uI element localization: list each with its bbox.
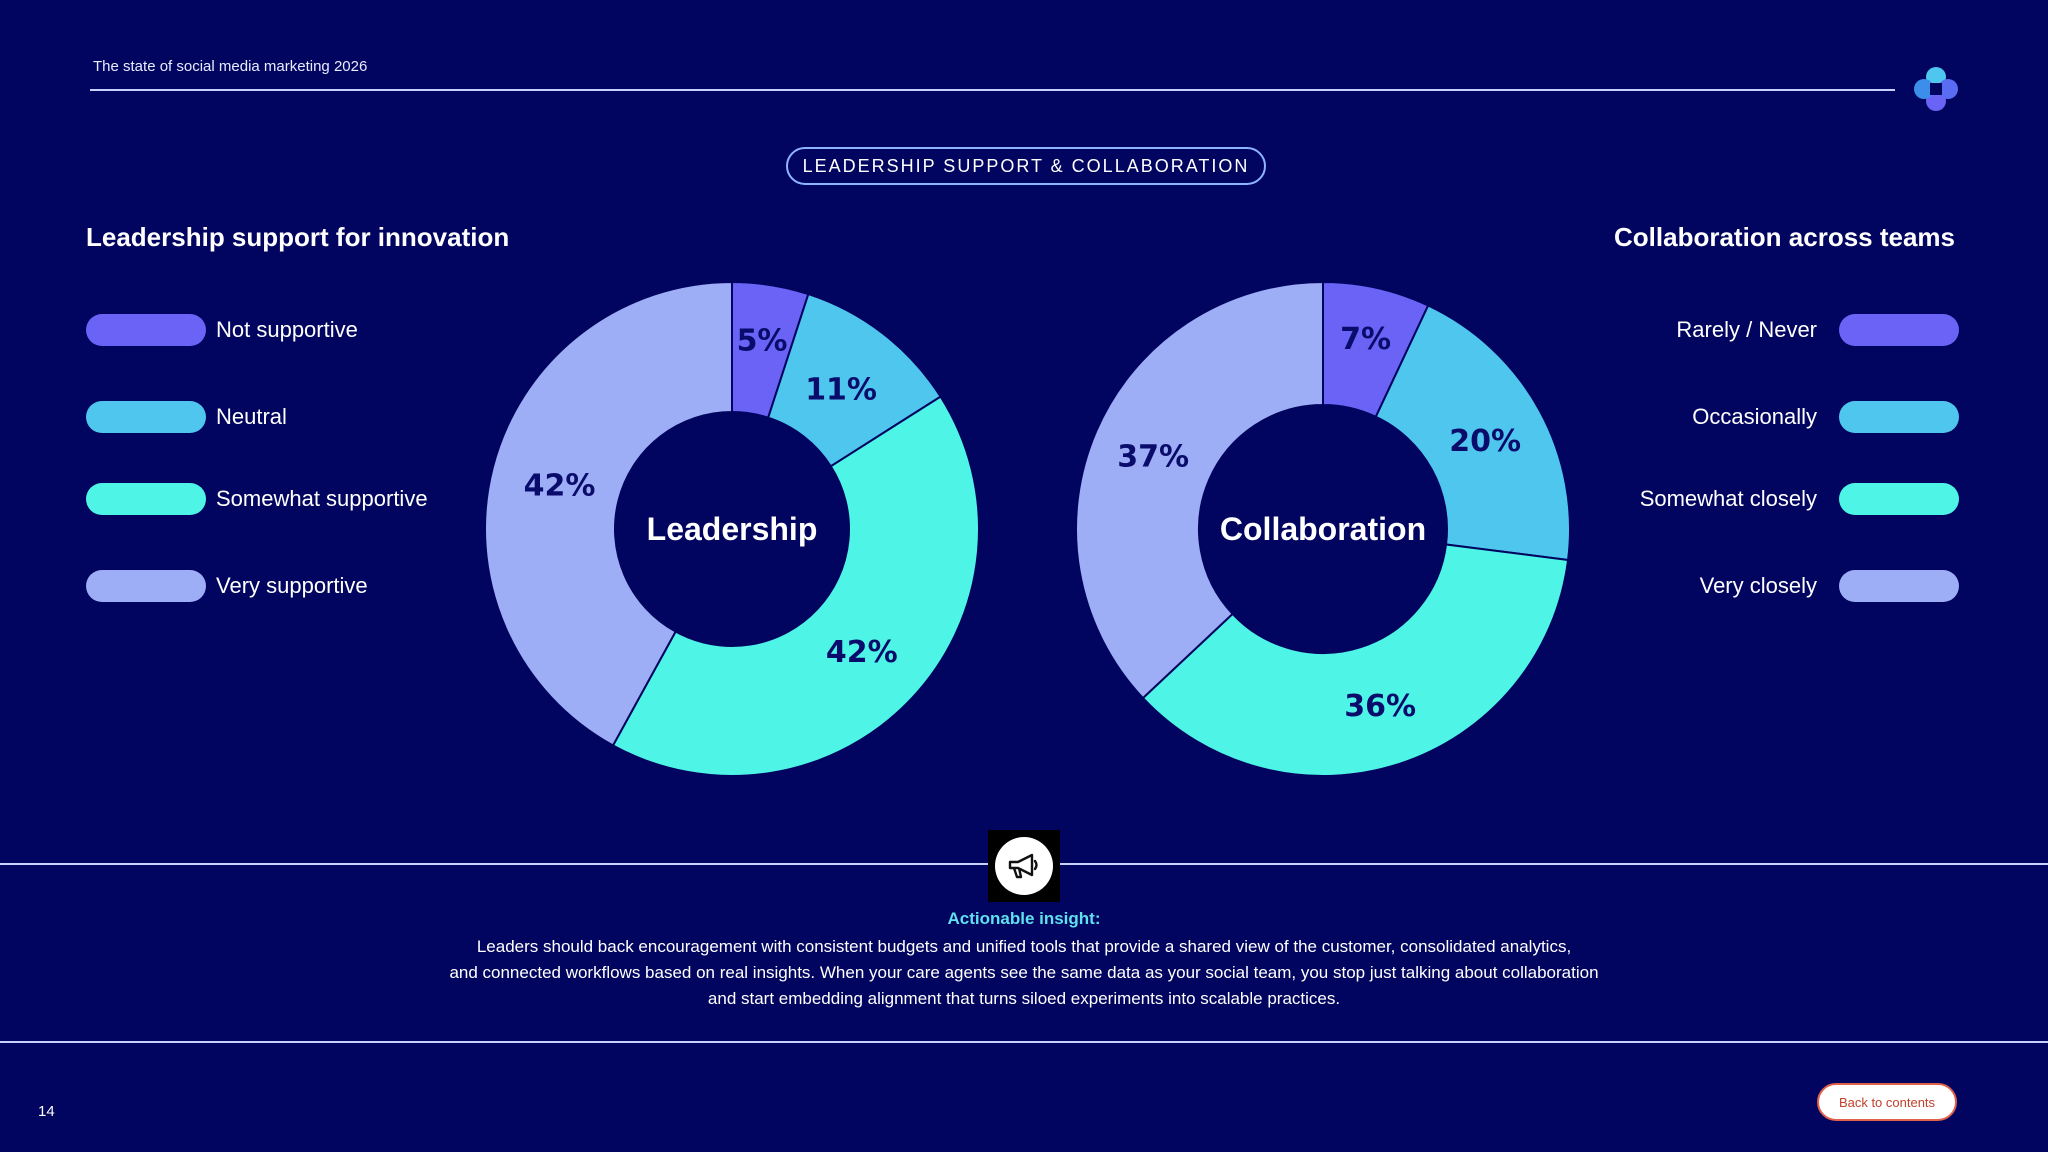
legend-swatch [86, 483, 206, 515]
legend-label: Somewhat supportive [216, 486, 428, 511]
legend-label: Rarely / Never [1676, 317, 1817, 342]
legend-label: Occasionally [1692, 404, 1817, 429]
legend-item-neutral: Neutral [86, 401, 287, 433]
legend-swatch [86, 401, 206, 433]
legend-item-very-supportive: Very supportive [86, 570, 368, 602]
collaboration-slice-label-0: 7% [1340, 322, 1391, 357]
insight-icon-box [988, 830, 1060, 902]
legend-label: Not supportive [216, 317, 358, 342]
collaboration-slice-3 [1075, 280, 1324, 700]
legend-swatch [1839, 401, 1959, 433]
leadership-slice-label-3: 42% [524, 469, 596, 504]
legend-swatch [1839, 314, 1959, 346]
legend-item-rarely-never: Rarely / Never [1676, 314, 1959, 346]
legend-label: Very closely [1699, 573, 1817, 598]
section-pill: LEADERSHIP SUPPORT & COLLABORATION [786, 147, 1266, 185]
megaphone-icon [1008, 853, 1038, 879]
leadership-slice-2 [611, 395, 980, 777]
header-divider [90, 89, 1895, 91]
leadership-slice-label-1: 11% [805, 372, 877, 407]
donut-charts: 5% 11% 42% 42% Leadership 7% 20% 36% 37% Collabor… [484, 280, 1571, 777]
insight-line: Leaders should back encouragement with c… [476, 937, 1572, 956]
insight-bottom-divider [0, 1041, 2048, 1043]
leadership-slice-label-0: 5% [737, 323, 788, 358]
insight-line: and start embedding alignment that turns… [707, 989, 1341, 1008]
legend-item-somewhat-closely: Somewhat closely [1640, 483, 1959, 515]
legend-item-not-supportive: Not supportive [86, 314, 358, 346]
collaboration-slice-2 [1141, 543, 1570, 777]
collaboration-center-label: Collaboration [1220, 511, 1426, 547]
legend-swatch [1839, 570, 1959, 602]
collaboration-slice-label-2: 36% [1344, 689, 1416, 724]
insight-body: Leaders should back encouragement with c… [324, 934, 1724, 1012]
brand-logo-icon [1914, 67, 1958, 111]
insight-line: and connected workflows based on real in… [449, 963, 1599, 982]
insight-heading: Actionable insight: [947, 909, 1101, 928]
collaboration-slice-label-1: 20% [1449, 424, 1521, 459]
legend-item-somewhat-supportive: Somewhat supportive [86, 483, 428, 515]
collaboration-slice-label-3: 37% [1117, 440, 1189, 475]
back-to-contents-button[interactable]: Back to contents [1817, 1083, 1957, 1121]
legend-swatch [86, 314, 206, 346]
page-number: 14 [38, 1103, 55, 1120]
collaboration-chart-title: Collaboration across teams [1614, 222, 1955, 252]
legend-swatch [1839, 483, 1959, 515]
report-title: The state of social media marketing 2026 [93, 58, 368, 75]
legend-label: Very supportive [216, 573, 368, 598]
legend-item-very-closely: Very closely [1700, 570, 1959, 602]
leadership-slice-label-2: 42% [826, 635, 898, 670]
legend-label: Somewhat closely [1639, 486, 1817, 511]
leadership-slice-3 [484, 280, 733, 747]
insight-icon-circle [995, 837, 1053, 895]
leadership-center-label: Leadership [647, 511, 818, 547]
collaboration-slice-1 [1374, 304, 1571, 562]
legend-item-occasionally: Occasionally [1692, 401, 1959, 433]
legend-swatch [86, 570, 206, 602]
leadership-chart-title: Leadership support for innovation [86, 222, 510, 252]
legend-label: Neutral [216, 404, 287, 429]
